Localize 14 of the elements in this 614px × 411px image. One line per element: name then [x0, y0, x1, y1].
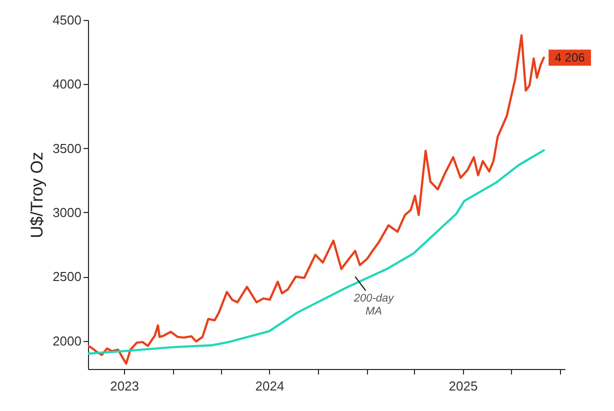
line-series [88, 34, 545, 365]
y-tick-label: 3000 [52, 204, 82, 220]
y-axis-title: U$/Troy Oz [28, 152, 47, 238]
line-series [88, 149, 545, 355]
y-tick-label: 2500 [52, 269, 82, 284]
y-tick-label: 2000 [52, 333, 82, 348]
data-label: 4 206 [554, 50, 586, 65]
x-tick-label: 2024 [255, 378, 284, 394]
y-tick-label: 3500 [52, 140, 82, 156]
annotation: 200-day MA [352, 292, 396, 318]
y-tick-label: 4500 [52, 12, 82, 28]
x-tick-label: 2025 [448, 378, 478, 394]
y-tick-label: 4000 [52, 76, 82, 92]
x-tick-label: 2023 [110, 378, 139, 394]
